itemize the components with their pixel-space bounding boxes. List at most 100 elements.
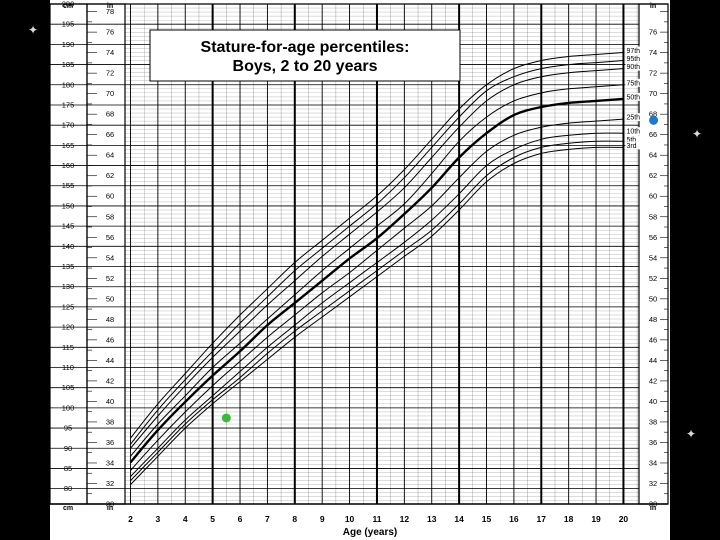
in-tick-label-left: 52 (106, 274, 114, 283)
in-tick-label-right: 42 (649, 376, 657, 385)
in-tick-label-right: 38 (649, 417, 657, 426)
x-tick-label: 19 (591, 514, 601, 524)
percentile-curve-95th (130, 60, 624, 445)
x-tick-label: 15 (482, 514, 492, 524)
x-tick-label: 2 (128, 514, 133, 524)
x-tick-label: 5 (210, 514, 215, 524)
percentile-label-75th: 75th (626, 80, 640, 87)
in-tick-label-left: 74 (106, 48, 114, 57)
in-tick-label-left: 64 (106, 151, 114, 160)
chart-paper (50, 0, 670, 540)
in-tick-label-right: 36 (649, 438, 657, 447)
cm-tick-label: 175 (62, 100, 75, 109)
x-tick-labels: 2 3 4 5 6 7 8 9 10 11 12 13 14 15 16 17 18 19 20 (128, 514, 628, 524)
x-tick-label: 13 (427, 514, 437, 524)
cm-tick-label: 190 (62, 40, 75, 49)
in-tick-label-left: 60 (106, 192, 114, 201)
in-tick-label-right: 66 (649, 130, 657, 139)
in-tick-label-left: 42 (106, 376, 114, 385)
x-tick-label: 8 (292, 514, 297, 524)
percentile-label-25th: 25th (626, 115, 640, 122)
percentile-label-bg (625, 113, 648, 122)
in-tick-label-left: 40 (106, 397, 114, 406)
cm-tick-label: 105 (62, 383, 75, 392)
in-tick-label-right: 40 (649, 397, 657, 406)
major-grid (50, 3, 639, 504)
percentile-label-bg (625, 46, 648, 55)
in-tick-label-left: 66 (106, 130, 114, 139)
percentile-curve-50th (129, 97, 624, 464)
percentile-label-95th: 95th (626, 56, 640, 63)
chart-title-line1: Stature-for-age percentiles: (201, 39, 410, 56)
cm-tick-label: 130 (62, 282, 75, 291)
percentile-label-3rd: 3rd (626, 143, 636, 150)
x-tick-label: 3 (155, 514, 160, 524)
x-tick-label: 6 (238, 514, 243, 524)
percentile-label-5th: 5th (626, 137, 636, 144)
cm-tick-label: 80 (64, 484, 72, 493)
cm-tick-label: 200 (62, 0, 75, 9)
percentile-curve-10th (130, 132, 624, 477)
percentile-curve-5th (130, 140, 624, 481)
left-tick-labels: 80 85 90 95 100 105 110 115 120 125 130 135 140 145 15… (62, 0, 114, 509)
sparkle-icon: ✦ (692, 127, 703, 141)
in-tick-label-left: 44 (106, 356, 114, 365)
in-tick-label-right: 60 (649, 192, 657, 201)
x-tick-label: 18 (564, 514, 574, 524)
unit-cm-bottom: cm (63, 505, 73, 512)
cm-tick-label: 120 (62, 323, 75, 332)
in-tick-label-right: 46 (649, 335, 657, 344)
percentile-label-50th: 50th (626, 94, 640, 101)
unit-in-top-left: in (107, 3, 113, 10)
x-tick-label: 4 (183, 514, 188, 524)
title-box (149, 29, 461, 82)
in-tick-label-right: 54 (649, 253, 657, 262)
data-point-marker (649, 115, 659, 125)
percentile-label-90th: 90th (626, 64, 640, 71)
in-tick-label-left: 34 (106, 458, 114, 467)
cm-tick-label: 150 (62, 201, 75, 210)
percentile-curve-90th (130, 68, 624, 449)
percentile-label-bg (625, 62, 648, 71)
in-tick-label-left: 72 (106, 69, 114, 78)
in-tick-label-right: 74 (649, 48, 657, 57)
percentile-curves (129, 52, 624, 485)
percentile-curve-97th (130, 52, 624, 439)
unit-in-bottom-right: in (650, 505, 656, 512)
percentile-curve-75th (130, 84, 624, 457)
percentile-label-bg (625, 78, 648, 87)
in-tick-label-right: 44 (649, 356, 657, 365)
cm-tick-label: 140 (62, 242, 75, 251)
cm-tick-label: 185 (62, 60, 75, 69)
in-tick-label-right: 56 (649, 233, 657, 242)
in-tick-label-left: 54 (106, 253, 114, 262)
cm-tick-label: 170 (62, 121, 75, 130)
cm-tick-label: 165 (62, 141, 75, 150)
in-tick-label-right: 52 (649, 274, 657, 283)
cm-tick-label: 135 (62, 262, 75, 271)
x-tick-label: 14 (454, 514, 464, 524)
unit-in-bottom-left: in (107, 505, 113, 512)
right-tick-labels: 30 32 34 36 38 40 42 44 46 48 50 52 54 56 58 60 62 64 66 68… (649, 28, 657, 509)
in-tick-label-right: 30 (649, 500, 657, 509)
in-tick-label-right: 76 (649, 28, 657, 37)
cm-tick-label: 155 (62, 181, 75, 190)
x-tick-label: 16 (509, 514, 519, 524)
in-tick-label-left: 68 (106, 110, 114, 119)
cm-tick-label: 85 (64, 464, 72, 473)
cm-tick-label: 160 (62, 161, 75, 170)
cm-tick-label: 145 (62, 222, 75, 231)
cm-tick-label: 180 (62, 80, 75, 89)
in-tick-label-left: 56 (106, 233, 114, 242)
in-tick-label-left: 48 (106, 315, 114, 324)
cm-tick-label: 195 (62, 20, 75, 29)
in-tick-label-left: 78 (106, 7, 114, 16)
x-tick-label: 12 (400, 514, 410, 524)
unit-cm-top: cm (63, 3, 73, 10)
data-point-marker (221, 413, 231, 423)
in-tick-label-right: 62 (649, 171, 657, 180)
percentile-curve-25th (130, 118, 624, 471)
axis-columns (49, 3, 669, 505)
percentile-label-bg (625, 135, 648, 144)
x-tick-label: 11 (372, 514, 381, 524)
